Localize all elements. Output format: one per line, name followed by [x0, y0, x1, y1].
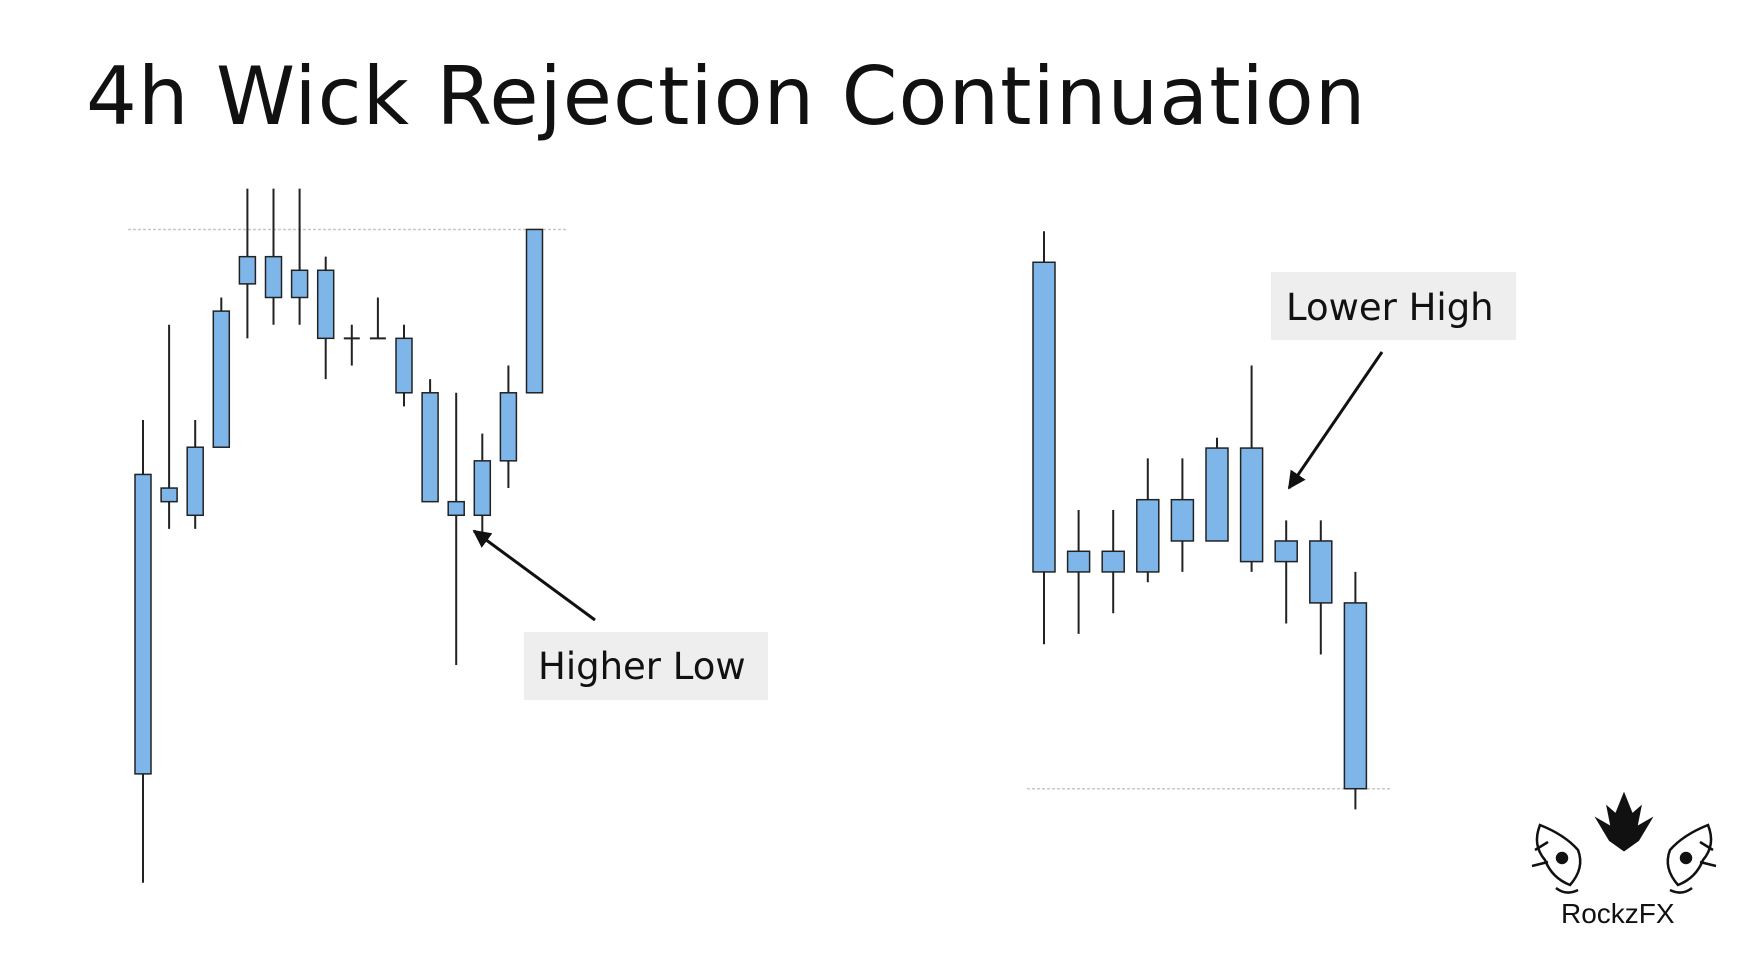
tiger-icon — [1531, 791, 1717, 894]
candle-body — [212, 310, 231, 448]
candle-body — [160, 487, 178, 503]
candle — [1066, 510, 1091, 634]
candle — [186, 420, 204, 529]
higher-low-callout — [524, 632, 768, 700]
candle-body — [186, 446, 204, 517]
candle — [369, 297, 386, 340]
candle — [421, 379, 439, 503]
candle-body — [1343, 602, 1368, 790]
left-candles — [134, 188, 544, 883]
candle — [1101, 510, 1125, 614]
candle — [1309, 520, 1333, 655]
candle-body — [290, 269, 309, 299]
candle-body — [395, 337, 413, 394]
candle-body — [447, 500, 465, 517]
candle-body — [1205, 447, 1229, 542]
candle — [212, 297, 231, 448]
candle-body — [1136, 498, 1160, 573]
candle — [290, 188, 309, 325]
candle — [499, 365, 518, 489]
candle-body — [316, 269, 335, 340]
candle-body — [1274, 540, 1298, 563]
lower-high-callout — [1271, 272, 1516, 340]
lower-high-arrow — [1287, 351, 1384, 490]
candle-body — [264, 255, 283, 299]
candle — [316, 256, 335, 380]
candle-body — [134, 473, 152, 775]
candle — [343, 324, 360, 366]
left-candlestick-chart: Higher Low — [128, 188, 768, 883]
candle — [1343, 571, 1368, 810]
candle — [134, 420, 152, 883]
candle-body — [1309, 540, 1333, 604]
slide-title: 4h Wick Rejection Continuation — [86, 50, 1367, 143]
rockzfx-logo: RockzFX — [1531, 791, 1717, 929]
right-candles — [1032, 231, 1368, 810]
candle — [447, 392, 465, 665]
higher-low-label: Higher Low — [538, 645, 746, 688]
candle-body — [238, 255, 257, 285]
candle-body — [525, 228, 544, 394]
candle-body — [1101, 550, 1125, 573]
candle — [1136, 458, 1160, 583]
candle — [473, 433, 492, 543]
candle — [1274, 520, 1298, 624]
candle — [1032, 231, 1056, 645]
candle-body — [1170, 498, 1195, 542]
candle — [395, 324, 413, 407]
right-candlestick-chart: Lower High — [1027, 231, 1516, 810]
candle-body — [473, 460, 492, 517]
higher-low-arrow — [472, 529, 596, 622]
lower-high-label: Lower High — [1286, 286, 1494, 329]
candle — [525, 228, 544, 394]
candle-body — [1066, 550, 1091, 573]
candle — [160, 324, 178, 529]
candle-body — [1239, 447, 1264, 563]
candle-body — [421, 392, 439, 503]
candle-body — [1032, 261, 1056, 573]
logo-text: RockzFX — [1561, 898, 1675, 929]
candle — [1239, 365, 1264, 572]
candle — [1205, 437, 1229, 542]
candle — [238, 188, 257, 339]
candle — [1170, 458, 1195, 572]
candle — [264, 188, 283, 325]
candle-body — [499, 392, 518, 462]
